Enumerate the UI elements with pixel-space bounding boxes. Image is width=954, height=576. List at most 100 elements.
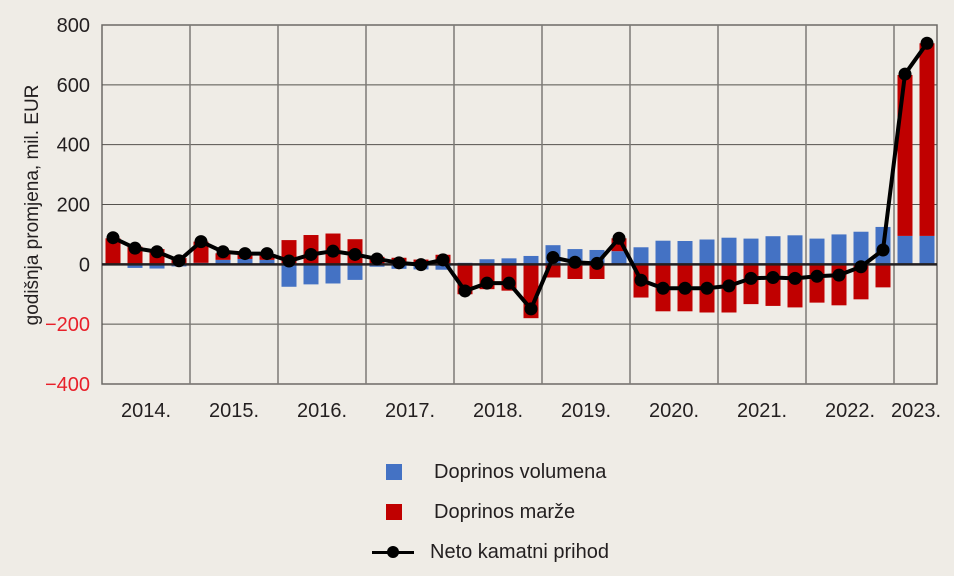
- line-point: [634, 273, 648, 287]
- bar-volume: [149, 264, 165, 269]
- x-tick-label: 2014.: [121, 400, 171, 422]
- legend-swatch-margin-icon: [386, 504, 402, 520]
- bar-volume: [677, 240, 693, 265]
- bar-volume: [479, 259, 495, 265]
- line-point: [678, 281, 692, 295]
- bar-volume: [919, 235, 935, 265]
- line-point: [788, 271, 802, 285]
- legend-item-margin: Doprinos marže: [376, 492, 609, 532]
- line-series: [106, 36, 934, 316]
- line-point: [282, 254, 296, 268]
- bar-volume: [655, 240, 671, 265]
- bar-volume: [897, 235, 913, 265]
- bar-volume: [831, 234, 847, 265]
- line-point: [744, 271, 758, 285]
- line-point: [876, 243, 890, 257]
- bar-volume: [259, 259, 275, 265]
- line-point: [568, 255, 582, 269]
- line-point: [238, 247, 252, 261]
- line-point: [260, 247, 274, 261]
- line-point: [480, 276, 494, 290]
- bar-volume: [281, 264, 297, 287]
- bar-volume: [809, 238, 825, 265]
- legend-item-net-interest: Neto kamatni prihod: [372, 532, 609, 572]
- line-point: [766, 270, 780, 284]
- line-point: [920, 36, 934, 50]
- x-tick-label: 2018.: [473, 400, 523, 422]
- grid: [101, 24, 938, 385]
- legend: Doprinos volumena Doprinos marže Neto ka…: [372, 452, 609, 572]
- bar-volume: [501, 258, 517, 265]
- line-point: [854, 260, 868, 274]
- line-point: [172, 254, 186, 268]
- y-tick-label: −200: [45, 314, 90, 336]
- line-point: [370, 252, 384, 266]
- y-axis-ticks: 800 600 400 200 0 −200 −400: [45, 15, 90, 396]
- bar-margin: [897, 74, 913, 236]
- x-tick-label: 2020.: [649, 400, 699, 422]
- line-point: [656, 281, 670, 295]
- y-axis-label: godišnja promjena, mil. EUR: [22, 85, 43, 326]
- legend-item-volume: Doprinos volumena: [376, 452, 609, 492]
- y-tick-label: 200: [57, 195, 90, 217]
- bar-margin: [787, 264, 803, 308]
- line-point: [612, 231, 626, 245]
- x-tick-label: 2017.: [385, 400, 435, 422]
- bar-volume: [303, 264, 319, 285]
- bar-margin: [765, 264, 781, 306]
- bar-margin: [105, 238, 121, 265]
- line-point: [810, 269, 824, 283]
- bar-volume: [699, 239, 715, 265]
- y-tick-label: 0: [79, 254, 90, 276]
- legend-label: Doprinos volumena: [434, 460, 607, 483]
- line-point: [700, 281, 714, 295]
- bar-volume: [325, 264, 341, 284]
- legend-line-dot-icon: [372, 544, 414, 560]
- legend-swatch-volume-icon: [386, 464, 402, 480]
- line-point: [216, 245, 230, 259]
- bar-volume: [611, 251, 627, 265]
- bar-volume: [853, 231, 869, 265]
- line-point: [348, 247, 362, 261]
- x-axis-ticks: 2014. 2015. 2016. 2017. 2018. 2019. 2020. 2021.…: [121, 400, 941, 422]
- bar-margin: [919, 43, 935, 236]
- y-tick-label: 400: [57, 135, 90, 157]
- line-net-interest: [112, 42, 929, 311]
- line-point: [524, 302, 538, 316]
- bar-volume: [743, 238, 759, 265]
- line-point: [458, 284, 472, 298]
- line-point: [590, 256, 604, 270]
- bar-volume: [765, 236, 781, 265]
- line-point: [106, 231, 120, 245]
- line-point: [326, 244, 340, 258]
- x-tick-label: 2021.: [737, 400, 787, 422]
- x-tick-label: 2016.: [297, 400, 347, 422]
- line-point: [392, 256, 406, 270]
- line-point: [414, 258, 428, 272]
- bar-margin: [875, 264, 891, 288]
- bar-volume: [347, 264, 363, 280]
- bar-volume: [633, 247, 649, 265]
- line-point: [128, 241, 142, 255]
- line-point: [832, 268, 846, 282]
- x-tick-label: 2022.: [825, 400, 875, 422]
- bar-volume: [127, 264, 143, 268]
- line-point: [194, 235, 208, 249]
- line-point: [898, 67, 912, 81]
- y-tick-label: 800: [57, 15, 90, 37]
- bar-volume: [721, 237, 737, 265]
- x-tick-label: 2023.: [891, 400, 941, 422]
- bar-volume: [435, 264, 451, 270]
- line-point: [304, 247, 318, 261]
- bar-volume: [787, 235, 803, 265]
- bar-volume: [237, 258, 253, 265]
- line-point: [150, 245, 164, 259]
- y-tick-label: −400: [45, 374, 90, 396]
- bar-margin: [567, 264, 583, 279]
- bar-volume: [215, 259, 231, 265]
- line-point: [436, 253, 450, 267]
- x-tick-label: 2019.: [561, 400, 611, 422]
- legend-label: Neto kamatni prihod: [430, 540, 609, 563]
- line-point: [546, 250, 560, 264]
